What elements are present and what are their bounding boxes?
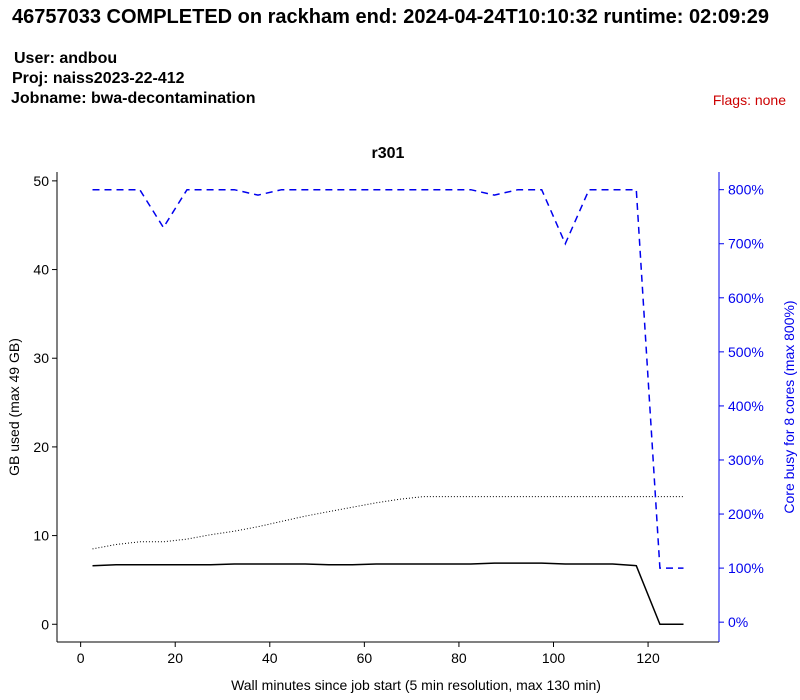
x-tick-label: 60 <box>357 650 373 666</box>
y-right-tick-label: 200% <box>728 506 764 522</box>
y-right-tick-label: 0% <box>728 614 748 630</box>
x-axis-label: Wall minutes since job start (5 min reso… <box>231 677 601 693</box>
x-tick-label: 0 <box>77 650 85 666</box>
flags-label: Flags: none <box>712 92 786 108</box>
jobname-label: Jobname: bwa-decontamination <box>11 90 256 107</box>
x-tick-label: 100 <box>542 650 566 666</box>
user-label: User: andbou <box>14 50 118 67</box>
y-left-tick-label: 30 <box>33 350 49 366</box>
chart-title: r301 <box>372 145 405 162</box>
y-left-tick-label: 20 <box>33 439 49 455</box>
y-left-tick-label: 50 <box>33 173 49 189</box>
y-right-tick-label: 500% <box>728 344 764 360</box>
core-usage-line <box>92 188 684 569</box>
y-right-tick-label: 400% <box>728 398 764 414</box>
x-tick-label: 80 <box>451 650 467 666</box>
y-axis-right-label: Core busy for 8 cores (max 800%) <box>781 300 797 513</box>
y-left-tick-label: 0 <box>41 616 49 632</box>
x-tick-label: 120 <box>636 650 660 666</box>
y-left-tick-label: 10 <box>33 528 49 544</box>
project-label: Proj: naiss2023-22-412 <box>12 70 185 87</box>
memory-used-line <box>92 562 684 626</box>
y-right-tick-label: 700% <box>728 236 764 252</box>
y-axis-left-label: GB used (max 49 GB) <box>6 338 22 476</box>
y-right-tick-label: 600% <box>728 290 764 306</box>
memory-max-line <box>92 496 684 550</box>
job-title: 46757033 COMPLETED on rackham end: 2024-… <box>12 6 770 28</box>
y-right-tick-label: 300% <box>728 452 764 468</box>
x-tick-label: 40 <box>262 650 278 666</box>
y-right-tick-label: 800% <box>728 182 764 198</box>
y-left-tick-label: 40 <box>33 262 49 278</box>
x-tick-label: 20 <box>167 650 183 666</box>
y-right-tick-label: 100% <box>728 560 764 576</box>
